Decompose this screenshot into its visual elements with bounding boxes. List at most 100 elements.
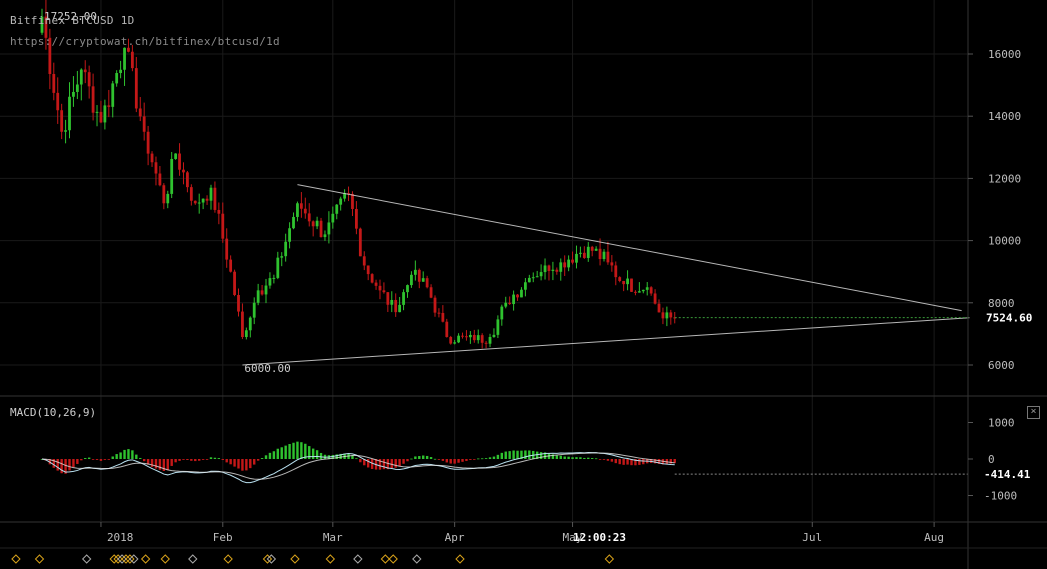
trendline (242, 317, 970, 366)
macd-histogram-bar (559, 455, 562, 459)
macd-histogram-bar (276, 448, 279, 459)
candle-body (150, 153, 154, 163)
macd-histogram-bar (268, 452, 272, 459)
candle-body (370, 274, 374, 283)
macd-histogram-bar (186, 459, 189, 460)
candle-body (669, 312, 673, 318)
candle-body (44, 16, 48, 38)
candle-body (284, 241, 288, 257)
x-tick-label: Aug (924, 531, 944, 544)
candle-body (288, 228, 291, 242)
event-diamond-icon[interactable] (11, 554, 21, 564)
event-diamond-icon[interactable] (140, 554, 151, 564)
event-diamond-icon[interactable] (455, 554, 465, 564)
macd-histogram-bar (402, 459, 405, 464)
macd-histogram-bar (508, 451, 511, 459)
candle-body (229, 259, 233, 272)
macd-histogram-bar (457, 459, 460, 463)
candle-body (358, 228, 362, 257)
macd-histogram-bar (465, 459, 468, 461)
macd-histogram-bar (260, 458, 264, 459)
macd-histogram-bar (288, 444, 291, 459)
event-diamond-icon[interactable] (266, 554, 277, 564)
event-diamond-icon[interactable] (290, 554, 300, 564)
macd-histogram-bar (425, 455, 429, 459)
macd-histogram-bar (52, 459, 55, 468)
candle-body (492, 334, 496, 338)
macd-histogram-bar (256, 459, 260, 461)
candle-body (586, 246, 590, 258)
macd-histogram-bar (280, 447, 283, 459)
macd-histogram-bar (131, 450, 134, 459)
candle-body (637, 291, 641, 293)
macd-histogram-bar (484, 458, 488, 459)
macd-histogram-bar (504, 451, 507, 459)
macd-histogram-bar (194, 459, 197, 462)
event-diamond-icon[interactable] (81, 554, 92, 564)
macd-last-label: -414.41 (984, 468, 1031, 481)
macd-histogram-bar (225, 459, 228, 463)
candle-body (174, 153, 178, 159)
macd-histogram-bar (543, 452, 547, 459)
event-diamond-icon[interactable] (117, 554, 127, 564)
event-diamond-icon[interactable] (188, 554, 198, 564)
candle-body (237, 294, 240, 312)
candle-body (60, 110, 64, 132)
candle-body (138, 108, 142, 117)
event-diamond-icon[interactable] (262, 554, 273, 564)
candle-body (327, 222, 331, 235)
event-diamond-icon[interactable] (388, 554, 398, 564)
event-diamond-icon[interactable] (380, 554, 391, 564)
candle-body (610, 262, 614, 266)
candle-body (429, 287, 433, 298)
candle-body (331, 213, 335, 223)
candle-body (582, 252, 586, 258)
event-diamond-icon[interactable] (353, 554, 363, 564)
event-diamond-icon[interactable] (34, 554, 45, 564)
macd-y-tick-label: -1000 (984, 490, 1017, 503)
macd-histogram-bar (205, 459, 209, 460)
macd-histogram-bar (311, 448, 315, 459)
candle-body (413, 269, 417, 275)
candle-body (551, 269, 555, 271)
event-diamond-icon[interactable] (160, 554, 170, 564)
event-diamond-icon[interactable] (604, 554, 615, 564)
candle-body (335, 204, 339, 214)
macd-histogram-bar (209, 457, 213, 459)
candle-body (567, 259, 571, 268)
event-diamond-icon[interactable] (109, 554, 119, 564)
macd-histogram-bar (166, 459, 169, 471)
event-markers[interactable] (11, 554, 615, 564)
event-diamond-icon[interactable] (125, 554, 135, 564)
macd-histogram-bar (555, 455, 559, 459)
candle-body (72, 91, 75, 97)
candle-body (366, 265, 370, 275)
macd-histogram-bar (142, 459, 146, 462)
macd-histogram-bar (355, 458, 358, 460)
event-diamond-icon[interactable] (325, 554, 336, 564)
candle-body (468, 334, 472, 338)
event-diamond-icon[interactable] (412, 554, 422, 564)
candle-body (390, 299, 394, 305)
event-diamond-icon[interactable] (129, 554, 139, 564)
candle-body (315, 220, 319, 227)
candle-body (158, 173, 162, 186)
candle-body (575, 253, 578, 263)
candle-body (461, 335, 464, 337)
chart-url[interactable]: https://cryptowat.ch/bitfinex/btcusd/1d (10, 35, 280, 48)
event-diamond-icon[interactable] (121, 554, 131, 564)
candle-body (272, 277, 276, 279)
event-diamond-icon[interactable] (223, 554, 233, 564)
event-diamond-icon[interactable] (113, 554, 123, 564)
last-price-label: 7524.60 (986, 312, 1032, 325)
candle-body (555, 269, 559, 272)
macd-histogram-bar (563, 456, 566, 459)
macd-histogram-bar (154, 459, 158, 469)
candle-body (186, 172, 189, 188)
macd-histogram-bar (406, 459, 409, 462)
macd-histogram-bar (292, 442, 295, 459)
close-indicator-button[interactable]: × (1027, 406, 1040, 419)
macd-histogram-bar (433, 458, 437, 460)
macd-histogram-bar (575, 457, 578, 459)
